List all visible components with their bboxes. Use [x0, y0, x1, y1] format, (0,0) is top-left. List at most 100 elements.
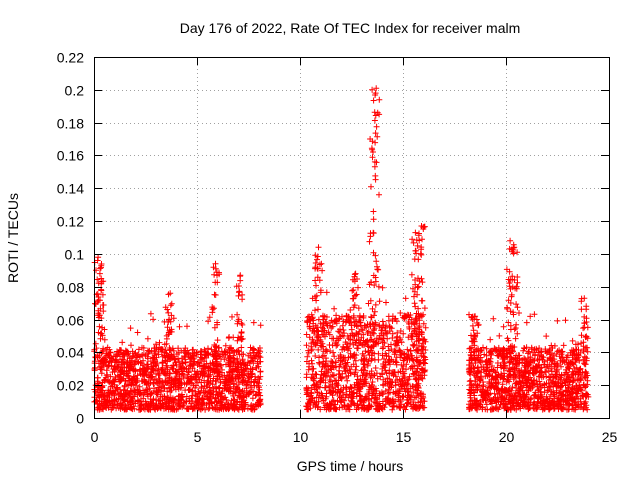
data-point — [420, 398, 427, 405]
data-point — [405, 381, 412, 388]
data-point — [205, 318, 212, 325]
data-point — [252, 392, 259, 399]
data-point — [480, 382, 487, 388]
data-point — [414, 284, 421, 291]
data-point — [545, 367, 552, 374]
data-point — [514, 304, 521, 311]
data-point — [527, 385, 534, 392]
data-point — [312, 260, 319, 266]
data-point — [314, 331, 321, 338]
data-point — [202, 352, 209, 359]
data-point — [386, 328, 393, 335]
data-point — [344, 377, 351, 384]
data-point — [378, 327, 385, 334]
data-point — [339, 370, 346, 377]
data-point — [400, 330, 407, 337]
data-point — [141, 366, 148, 373]
data-point — [582, 398, 589, 405]
data-point — [112, 353, 119, 360]
data-point — [321, 404, 328, 411]
data-point — [581, 361, 588, 368]
data-point — [177, 384, 184, 391]
data-point — [113, 405, 120, 412]
data-point — [216, 353, 222, 360]
data-point — [241, 405, 248, 412]
data-point — [476, 376, 483, 383]
data-point — [550, 383, 557, 390]
data-point — [397, 351, 404, 358]
data-point — [405, 392, 412, 399]
data-point — [336, 404, 343, 411]
data-point — [250, 388, 257, 395]
data-point — [554, 362, 561, 369]
y-axis-label: ROTI / TECUs — [5, 193, 21, 283]
data-point — [511, 405, 518, 412]
data-point — [340, 333, 347, 339]
data-point — [386, 357, 393, 364]
data-point — [182, 356, 189, 363]
data-point — [116, 391, 122, 398]
data-point — [413, 394, 420, 401]
data-point — [466, 405, 473, 412]
data-point — [100, 359, 106, 366]
data-point — [128, 381, 134, 388]
data-point — [327, 365, 334, 372]
data-point — [352, 357, 359, 364]
data-point — [192, 384, 199, 391]
data-point — [401, 374, 408, 381]
data-point — [412, 325, 419, 332]
data-point — [418, 251, 425, 258]
data-point — [167, 302, 174, 309]
data-points — [91, 85, 592, 413]
data-point — [213, 389, 220, 396]
data-point — [342, 360, 349, 367]
data-point — [97, 265, 104, 272]
data-point — [221, 356, 228, 363]
data-point — [191, 350, 198, 357]
data-point — [566, 401, 573, 408]
data-point — [362, 348, 369, 355]
data-point — [497, 374, 504, 381]
data-point — [236, 368, 243, 375]
data-point — [498, 370, 505, 377]
data-point — [240, 351, 247, 358]
data-point — [575, 377, 582, 384]
data-point — [352, 318, 358, 325]
data-point — [577, 349, 584, 356]
data-point — [160, 402, 167, 408]
data-point — [544, 363, 551, 370]
data-point — [353, 393, 360, 400]
data-point — [234, 311, 241, 318]
data-point — [392, 382, 399, 389]
data-point — [419, 279, 426, 286]
data-point — [562, 317, 569, 324]
data-point — [179, 370, 186, 377]
data-point — [389, 403, 396, 410]
data-point — [363, 371, 370, 378]
data-point — [105, 404, 112, 411]
data-point — [348, 363, 355, 370]
data-point — [240, 366, 247, 373]
data-point — [504, 354, 510, 361]
data-point — [94, 276, 101, 283]
data-point — [370, 216, 377, 223]
data-point — [518, 397, 525, 404]
data-point — [324, 322, 331, 329]
data-point — [124, 398, 131, 405]
data-point — [403, 397, 410, 403]
data-point — [541, 358, 548, 365]
data-point — [383, 322, 389, 329]
data-point — [474, 406, 481, 413]
data-point — [381, 340, 388, 346]
data-point — [184, 323, 190, 330]
data-point — [572, 356, 579, 363]
data-point — [376, 336, 382, 343]
data-point — [365, 358, 372, 365]
data-point — [132, 360, 139, 367]
data-point — [152, 367, 159, 374]
data-point — [372, 365, 379, 371]
data-point — [201, 377, 208, 384]
data-point — [107, 387, 114, 394]
data-point — [105, 377, 111, 384]
data-point — [228, 397, 235, 404]
